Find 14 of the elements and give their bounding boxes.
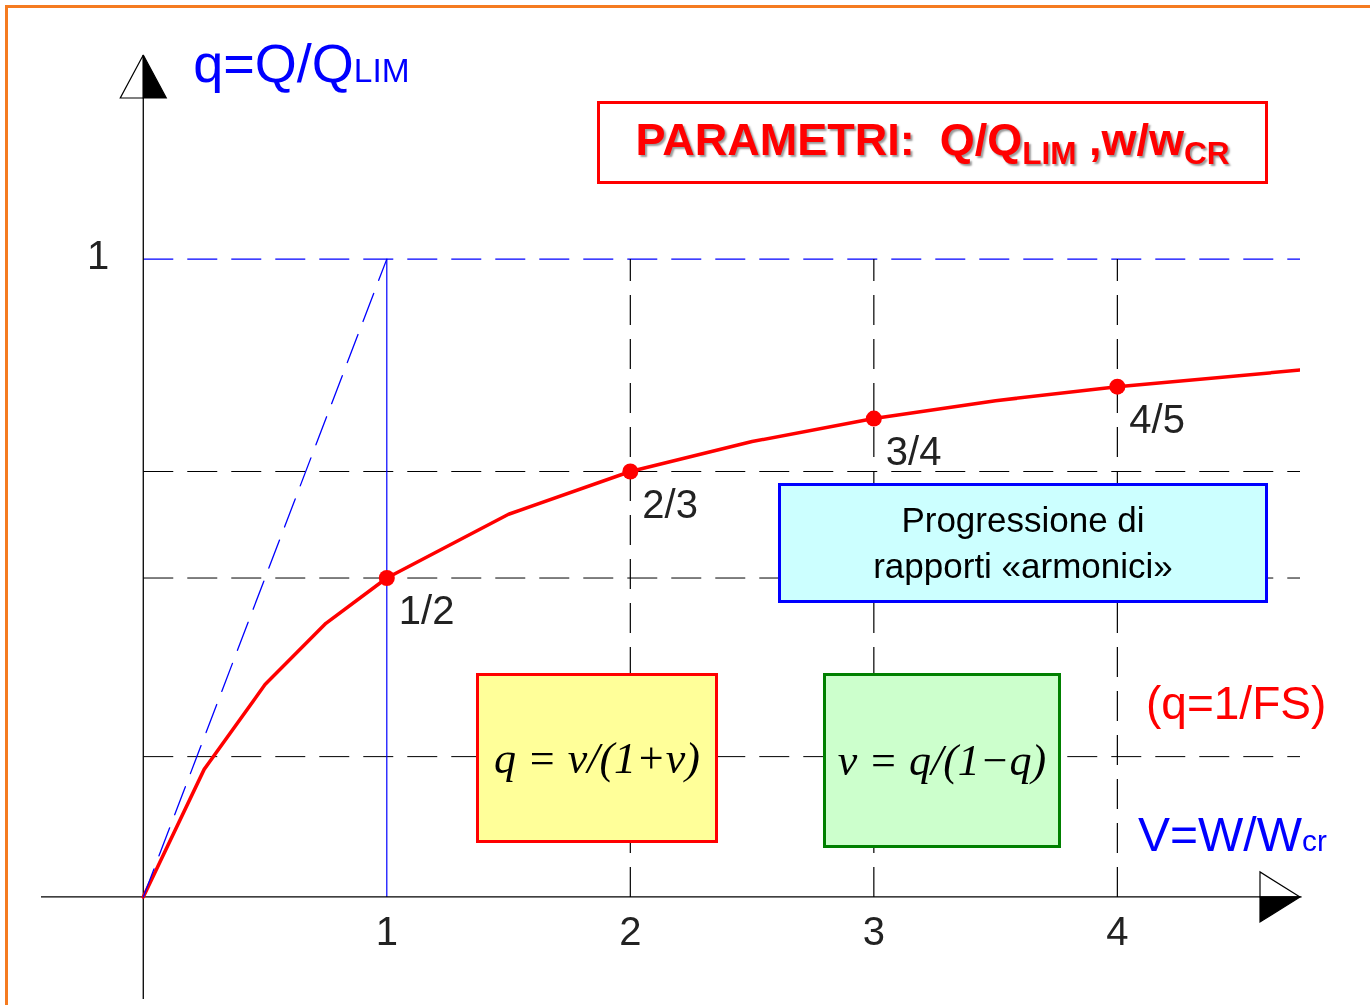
- x-tick-label: 2: [619, 908, 642, 953]
- data-label: 3/4: [885, 428, 942, 473]
- annotation: 1: [86, 232, 110, 278]
- data-label: 4/5: [1129, 396, 1185, 441]
- x-tick-label: 4: [1106, 908, 1129, 953]
- text: PARAMETRI: Q/Q$_{LIM}$ ,w/w$_{CR}$: [635, 113, 1230, 172]
- annotation: q = v/(1+v): [494, 732, 700, 784]
- x-tick-label: 1: [375, 908, 398, 953]
- annotation: v = q/(1−q): [837, 735, 1047, 786]
- annotation: (q=1/FS): [1146, 676, 1327, 730]
- annotation: Progressione di rapporti «armonici»: [872, 499, 1174, 587]
- x-tick-label: 3: [862, 908, 885, 953]
- data-label: 1/2: [398, 588, 455, 633]
- data-label: 2/3: [642, 481, 698, 526]
